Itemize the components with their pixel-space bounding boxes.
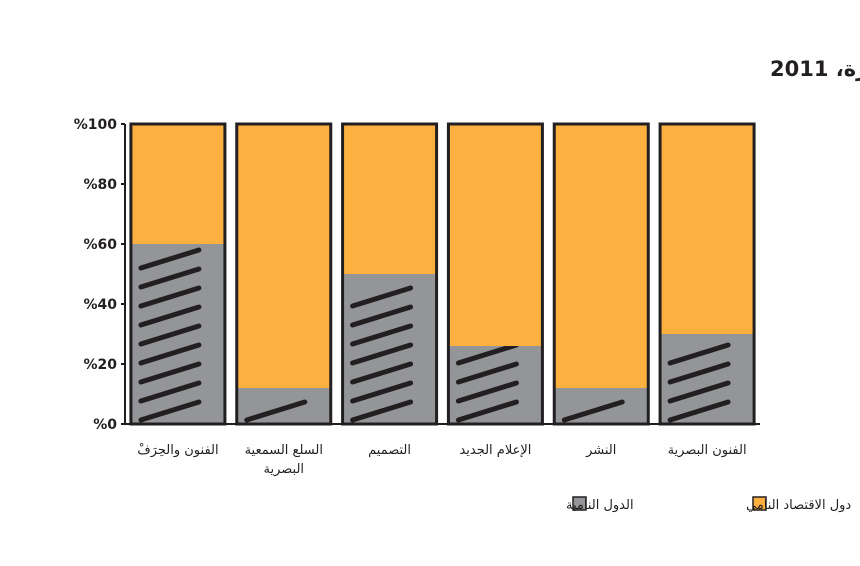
hatch-stroke xyxy=(667,380,731,404)
hatch-marks xyxy=(350,285,414,423)
hatch-stroke xyxy=(138,342,202,366)
x-tick-label: الفنون البصرية xyxy=(668,443,747,458)
hatch-stroke xyxy=(455,399,519,423)
bar-outline xyxy=(552,122,650,426)
hatch-stroke xyxy=(455,361,519,385)
legend-swatch xyxy=(572,496,587,511)
bar-segment xyxy=(448,124,543,346)
bar-outline xyxy=(341,122,439,426)
hatch-stroke xyxy=(138,304,202,328)
hatch-stroke xyxy=(667,342,731,366)
hatch-stroke xyxy=(350,285,414,309)
legend-label: الدول النامية xyxy=(566,498,634,513)
hatch-stroke xyxy=(138,361,202,385)
hatch-stroke xyxy=(350,380,414,404)
hatch-stroke xyxy=(350,304,414,328)
chart-title: إسهام القطاعات الاقتصادية في صادرات العا… xyxy=(770,57,860,81)
hatch-marks xyxy=(667,342,731,423)
hatch-marks xyxy=(138,247,202,423)
x-tick-label: السلع السمعية xyxy=(245,443,323,458)
y-tick-label: %0 xyxy=(93,417,117,433)
y-tick-label: %40 xyxy=(83,297,117,313)
hatch-stroke xyxy=(138,266,202,290)
x-tick-label: الإعلام الجديد xyxy=(459,443,531,458)
hatch-stroke xyxy=(138,247,202,271)
bar-segment xyxy=(554,124,649,388)
hatch-stroke xyxy=(350,399,414,423)
bar-segment xyxy=(660,124,755,334)
y-tick-label: %20 xyxy=(83,357,117,373)
legend-label: دول الاقتصاد النامي xyxy=(746,498,851,513)
x-tick-label: النشر xyxy=(585,443,616,458)
bar-outline xyxy=(446,122,544,426)
hatch-stroke xyxy=(138,323,202,347)
bar-segment xyxy=(448,346,543,424)
x-tick-label: البصرية xyxy=(263,462,304,477)
x-tick-label: التصميم xyxy=(368,443,411,458)
hatch-stroke xyxy=(350,361,414,385)
bar-outline xyxy=(129,122,227,426)
hatch-marks xyxy=(455,342,519,423)
hatch-stroke xyxy=(455,342,519,366)
hatch-stroke xyxy=(138,285,202,309)
bar-segment xyxy=(342,124,437,274)
hatch-stroke xyxy=(244,399,308,423)
hatch-stroke xyxy=(561,399,625,423)
legend-swatch xyxy=(752,496,767,511)
y-tick-label: %60 xyxy=(83,237,117,253)
hatch-stroke xyxy=(350,323,414,347)
hatch-marks xyxy=(561,399,625,423)
hatch-stroke xyxy=(667,361,731,385)
y-tick-label: %80 xyxy=(83,177,117,193)
hatch-stroke xyxy=(667,399,731,423)
x-tick-label: الفنون والحِرَفْ xyxy=(137,443,218,458)
bar-outline xyxy=(235,122,333,426)
bar-segment xyxy=(130,124,225,244)
hatch-marks xyxy=(244,399,308,423)
y-tick-label: %100 xyxy=(74,117,118,133)
bar-segment xyxy=(236,124,331,388)
hatch-stroke xyxy=(455,380,519,404)
hatch-stroke xyxy=(350,342,414,366)
hatch-stroke xyxy=(138,399,202,423)
bar-outline xyxy=(658,122,756,426)
hatch-stroke xyxy=(138,380,202,404)
